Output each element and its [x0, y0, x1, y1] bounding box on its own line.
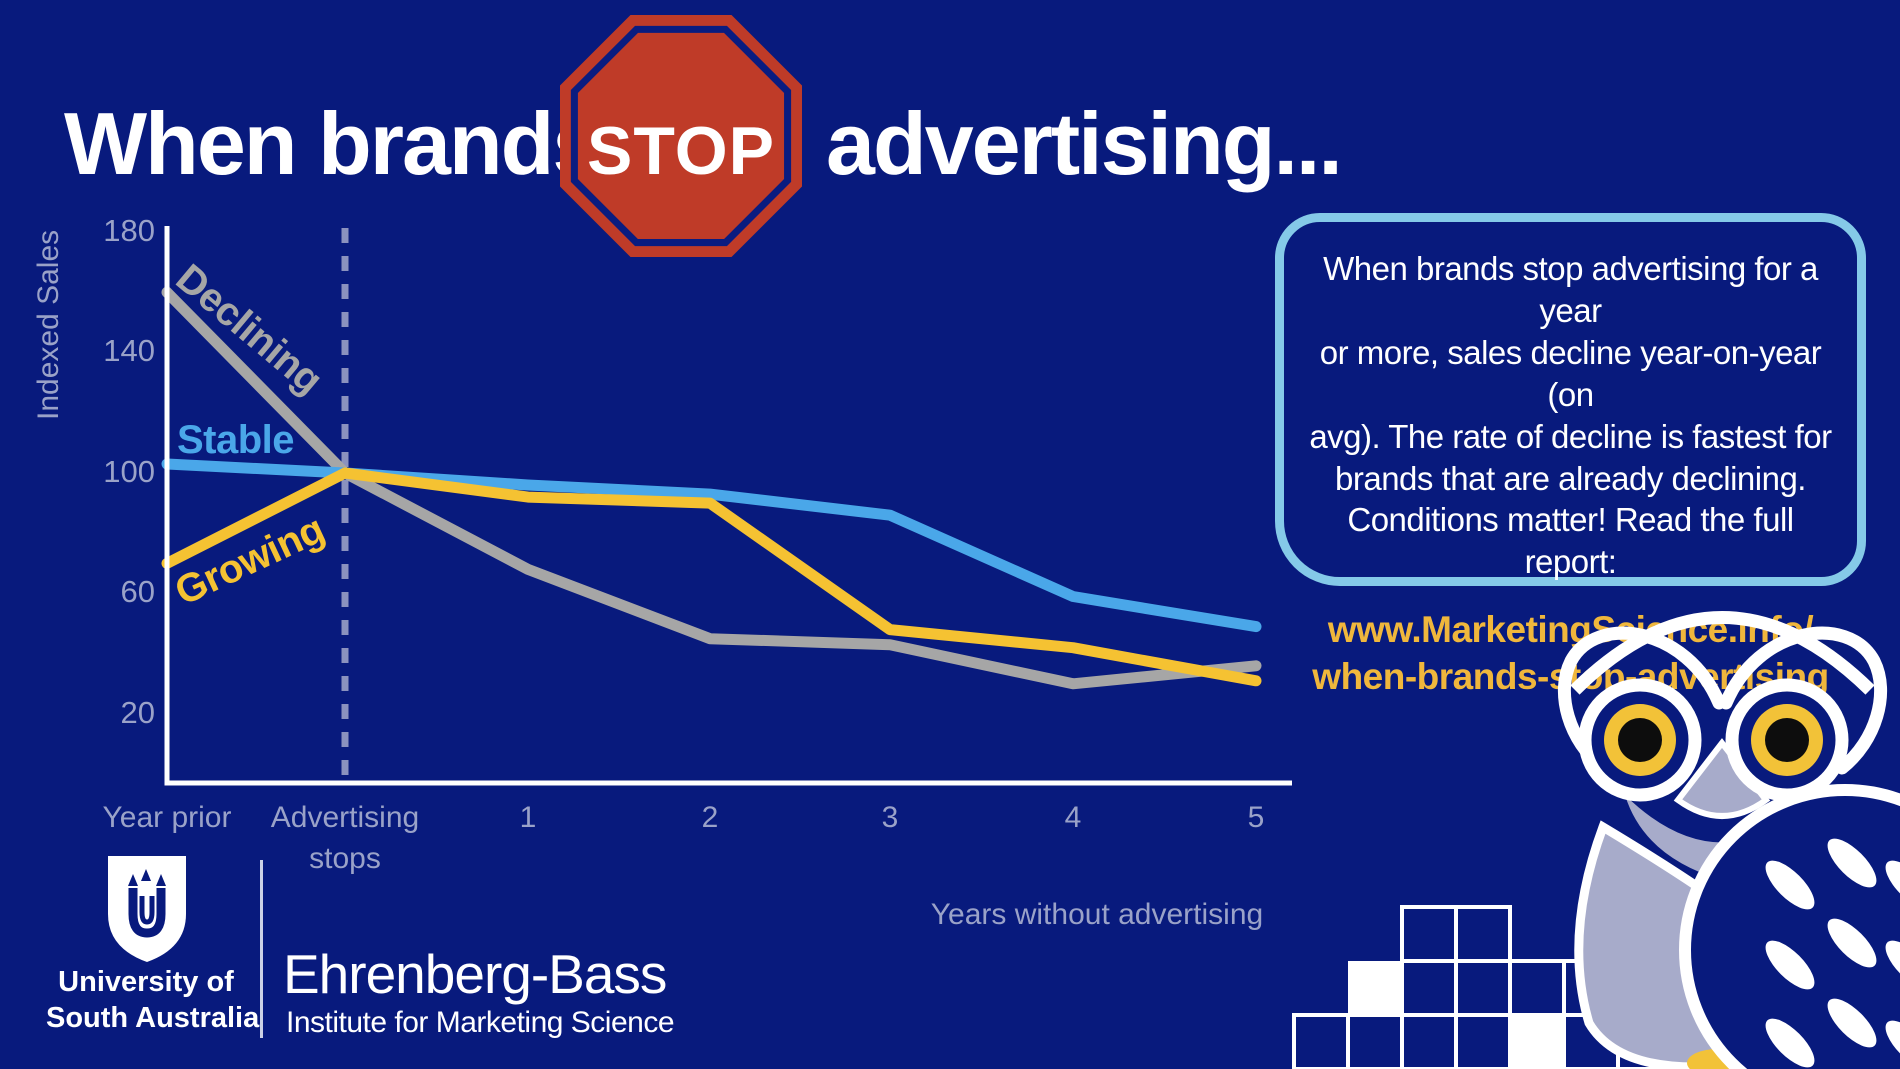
title-part2: advertising... [826, 94, 1343, 193]
x-label-4: 4 [1064, 801, 1082, 834]
owl-right-eye [1725, 678, 1849, 802]
y-axis-title: Indexed Sales [32, 229, 65, 420]
institute-subtitle: Institute for Marketing Science [286, 1006, 675, 1039]
info-box: When brands stop advertising for a year … [1275, 213, 1866, 697]
y-tick-100: 100 [103, 454, 155, 489]
y-tick-180: 180 [103, 213, 155, 248]
logo-divider [260, 860, 263, 1038]
chart-series-lines [161, 286, 1262, 690]
y-tick-140: 140 [103, 333, 155, 368]
series-label-stable: Stable [177, 418, 295, 462]
university-name-line2: South Australia [46, 1002, 260, 1034]
x-label-3: 3 [881, 801, 899, 834]
owl-left-eye [1578, 678, 1702, 802]
x-label-5: 5 [1247, 801, 1265, 834]
stop-sign-octagon [560, 15, 802, 257]
x-label-year-prior: Year prior [102, 801, 232, 834]
stop-sign-label: STOP [587, 113, 775, 189]
university-name-line1: University of [58, 966, 234, 998]
line-growing [161, 467, 1262, 687]
y-tick-60: 60 [120, 574, 155, 609]
stop-sign-icon: STOP [560, 15, 802, 257]
x-label-advertising-stops: Advertising stops [270, 801, 420, 875]
y-tick-20: 20 [120, 695, 155, 730]
info-box-text: When brands stop advertising for a year … [1309, 250, 1832, 581]
sales-line-chart [161, 226, 1292, 786]
x-label-2: 2 [701, 801, 719, 834]
institute-name: Ehrenberg-Bass [283, 943, 667, 1005]
x-axis-title: Years without advertising [930, 898, 1264, 931]
line-declining [161, 286, 1262, 690]
unisa-shield-icon [108, 856, 186, 962]
owl-icon [1557, 611, 1900, 1069]
owl-wing-feathers [1765, 838, 1900, 1069]
stop-sign-inner-ring [570, 25, 792, 247]
title-part1: When brands [64, 94, 601, 193]
x-label-1: 1 [519, 801, 537, 834]
